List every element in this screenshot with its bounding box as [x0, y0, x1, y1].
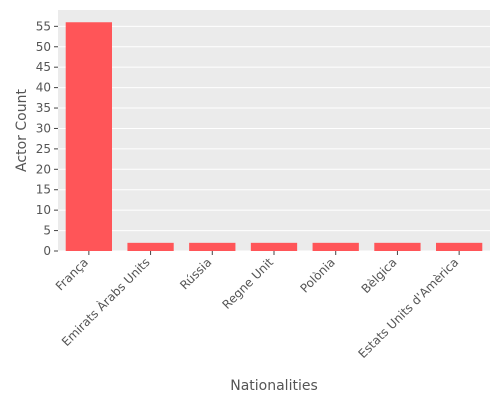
x-tick-label: Polònia	[297, 255, 337, 295]
x-tick-label: Rússia	[177, 255, 214, 292]
bar	[189, 242, 236, 251]
y-tick-label: 10	[36, 203, 51, 217]
bars	[65, 22, 483, 251]
x-tick-label: Bèlgica	[359, 255, 400, 296]
y-tick-label: 30	[36, 121, 51, 135]
y-axis-ticks: 0 5 10 15 20 25 30 35 40 45 50 55	[36, 19, 58, 258]
gridlines	[58, 25, 490, 252]
y-tick-label: 45	[36, 60, 51, 74]
y-tick-label: 0	[43, 244, 51, 258]
y-tick-label: 55	[36, 19, 51, 33]
x-tick-label: França	[53, 255, 91, 293]
x-tick-label: Estats Units d'Amèrica	[355, 255, 461, 361]
y-tick-label: 50	[36, 40, 51, 54]
x-tick-label: Regne Unit	[220, 255, 277, 312]
y-tick-label: 25	[36, 142, 51, 156]
y-tick-label: 20	[36, 162, 51, 176]
plot-background	[58, 10, 490, 251]
y-axis-title: Actor Count	[14, 89, 30, 172]
y-tick-label: 35	[36, 101, 51, 115]
y-tick-label: 5	[43, 224, 51, 238]
x-axis-title: Nationalities	[230, 378, 318, 394]
bar	[436, 242, 483, 251]
y-tick-label: 15	[36, 183, 51, 197]
bar	[127, 242, 174, 251]
bar	[374, 242, 421, 251]
bar	[65, 22, 112, 251]
bar	[312, 242, 359, 251]
y-tick-label: 40	[36, 81, 51, 95]
bar	[250, 242, 298, 251]
